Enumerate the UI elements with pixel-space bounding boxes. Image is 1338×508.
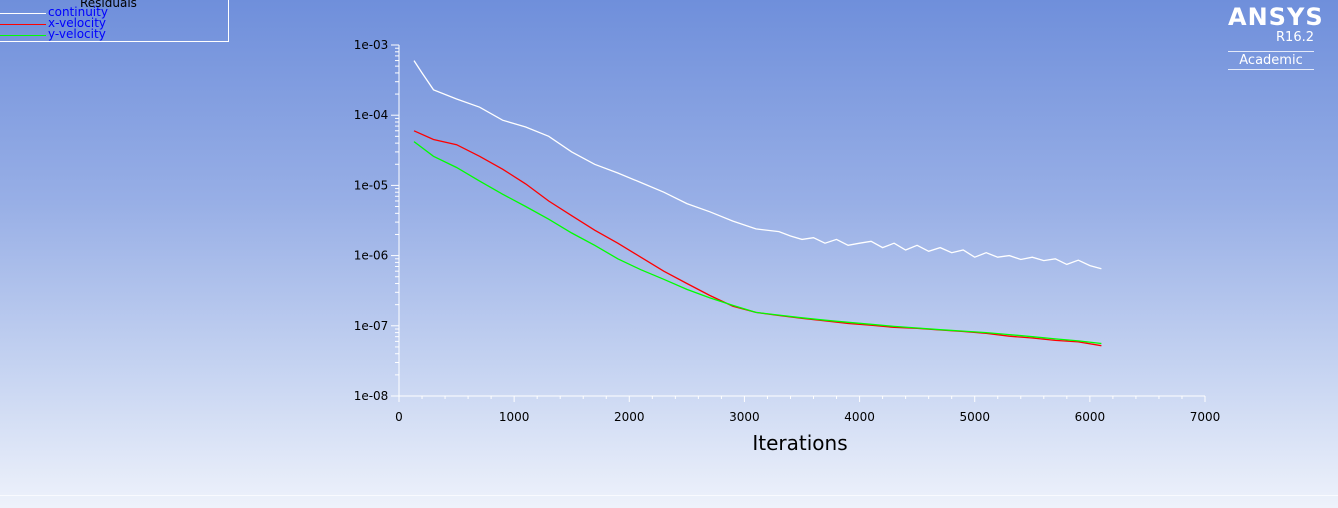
x-tick-label: 5000 [959,410,990,424]
x-tick-label: 1000 [499,410,530,424]
x-tick-label: 4000 [844,410,875,424]
legend: Residuals continuity x-velocity y-veloci… [0,0,229,42]
series-line-x-velocity [413,130,1102,347]
legend-label: x-velocity [48,16,107,30]
y-tick-label: 1e-03 [354,38,389,52]
ansys-logo: ANSYS R16.2 Academic [1228,3,1324,76]
logo-version: R16.2 [1276,30,1314,45]
series-line-continuity [413,60,1102,270]
logo-edition: Academic [1228,51,1314,70]
legend-swatch [0,13,46,14]
y-tick-label: 1e-04 [354,108,389,122]
x-tick-label: 6000 [1075,410,1106,424]
x-tick-label: 0 [395,410,403,424]
series-line-y-velocity [413,141,1102,345]
chart-series [413,60,1102,347]
x-tick-label: 2000 [614,410,645,424]
x-tick-label: 3000 [729,410,760,424]
chart-axes: 1e-03 1e-04 1e-05 1e-06 1e-07 1e-08 0 1000 2000 3… [354,38,1221,424]
y-tick-label: 1e-08 [354,389,389,403]
legend-label: continuity [48,5,108,19]
legend-title: Residuals [80,0,137,10]
legend-swatch [0,24,46,25]
y-tick-label: 1e-05 [354,178,389,192]
y-tick-label: 1e-06 [354,249,389,263]
legend-label: y-velocity [48,27,106,41]
divider [0,495,1338,496]
y-tick-label: 1e-07 [354,319,389,333]
legend-swatch [0,35,46,36]
x-tick-label: 7000 [1190,410,1221,424]
x-axis-label: Iterations [752,431,847,455]
logo-brand: ANSYS [1228,3,1324,31]
